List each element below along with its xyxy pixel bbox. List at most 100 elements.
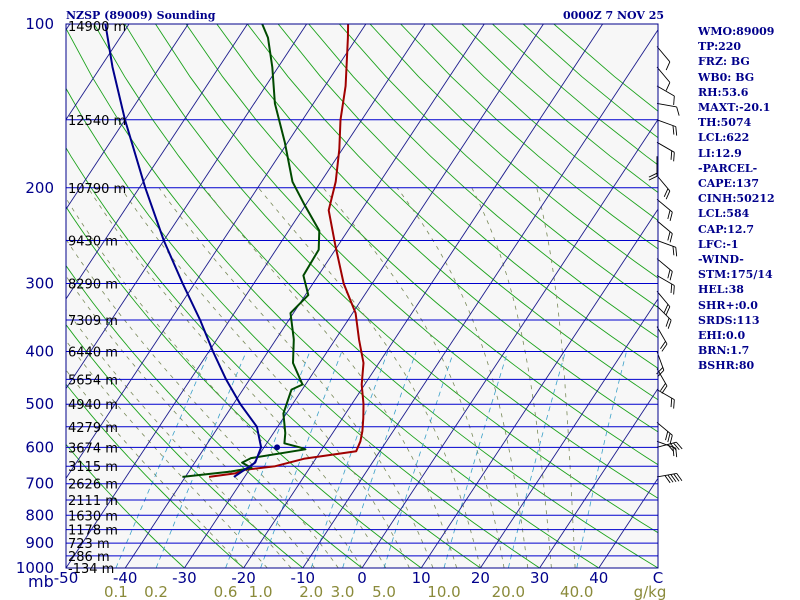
index-line: WMO:89009 xyxy=(698,25,775,38)
index-line: STM:175/14 xyxy=(698,268,773,282)
mixing-ratio-label: 2.0 xyxy=(299,583,323,600)
station-title: NZSP (89009) Sounding xyxy=(66,9,216,22)
parcel-level-marker xyxy=(274,444,281,451)
height-label: 7309 m xyxy=(68,314,118,329)
height-label: 3674 m xyxy=(68,441,118,456)
wind-barb xyxy=(656,258,673,281)
parcel-line xyxy=(104,24,263,478)
height-label: 286 m xyxy=(68,550,110,565)
wind-barb xyxy=(656,46,671,71)
height-label: 10790 m xyxy=(68,182,126,197)
wind-barb xyxy=(656,441,683,452)
wind-barb xyxy=(656,326,668,352)
wind-barb xyxy=(656,422,673,445)
wind-barb xyxy=(656,198,673,221)
index-line: LFC:-1 xyxy=(698,237,739,251)
height-label: 12540 m xyxy=(68,114,126,129)
wind-barb xyxy=(656,472,683,484)
index-line: LI:12.9 xyxy=(698,146,742,160)
mixing-ratio-label: 0.2 xyxy=(144,583,168,600)
temperature-tick-label: 30 xyxy=(530,569,549,587)
index-line: RH:53.6 xyxy=(698,85,749,99)
pressure-tick-label: 200 xyxy=(25,179,54,197)
isotherm-line xyxy=(66,24,189,211)
wind-barb xyxy=(648,156,658,181)
isotherm-line xyxy=(302,29,658,568)
pressure-tick-label: 400 xyxy=(25,343,54,361)
height-label: 6440 m xyxy=(68,346,118,361)
wind-barb xyxy=(656,103,680,116)
wind-barb xyxy=(656,275,675,295)
pressure-tick-label: 300 xyxy=(25,275,54,293)
temperature-tick-label: 10 xyxy=(412,569,431,587)
temperature-tick-label: -50 xyxy=(54,569,79,587)
temperature-tick-label: C xyxy=(653,569,663,587)
wind-barb xyxy=(656,389,675,409)
isotherm-line xyxy=(420,208,658,568)
index-line: LCL:622 xyxy=(698,131,750,145)
index-line: LCL:584 xyxy=(698,207,750,221)
index-line: SRDS:113 xyxy=(698,313,760,327)
height-label: 3115 m xyxy=(68,460,118,475)
moist-adiabat-line xyxy=(87,187,387,568)
height-label: 2111 m xyxy=(68,494,118,509)
mixing-ratio-label: 3.0 xyxy=(331,583,355,600)
pressure-tick-label: 500 xyxy=(25,395,54,413)
temperature-line xyxy=(208,24,365,478)
height-label: -134 m xyxy=(68,562,114,577)
wind-barbs xyxy=(648,46,683,484)
index-line: MAXT:-20.1 xyxy=(698,101,771,115)
index-line: SHR+:0.0 xyxy=(698,298,758,312)
plot-frame xyxy=(65,23,659,569)
isotherm-line xyxy=(66,24,248,300)
isotherm-line xyxy=(361,118,658,568)
plot-background xyxy=(66,24,658,568)
isotherm-line xyxy=(243,24,604,568)
index-line: CINH:50212 xyxy=(698,192,775,206)
wind-barb xyxy=(656,119,678,136)
mixing-ratio-label: 5.0 xyxy=(372,583,396,600)
wind-barb xyxy=(656,66,671,91)
height-label: 8290 m xyxy=(68,278,118,293)
index-line: TP:220 xyxy=(698,40,742,54)
wind-barb xyxy=(656,291,671,316)
mixing-ratio-label: 40.0 xyxy=(560,583,593,600)
height-label: 723 m xyxy=(68,537,110,552)
height-label: 9430 m xyxy=(68,234,118,249)
mixing-ratio-label: 1.0 xyxy=(249,583,273,600)
grid-lines xyxy=(66,24,658,568)
pressure-tick-label: 900 xyxy=(25,534,54,552)
index-line: TH:5074 xyxy=(698,116,752,130)
height-label: 4279 m xyxy=(68,421,118,436)
moist-adiabat-line xyxy=(471,187,552,568)
pressure-tick-label: 100 xyxy=(25,15,54,33)
moist-adiabat-line xyxy=(120,187,410,568)
wind-barb xyxy=(656,141,675,162)
wind-barb xyxy=(656,85,675,105)
wind-barb xyxy=(656,220,673,243)
height-label: 14900 m xyxy=(68,20,126,35)
isotherm-line xyxy=(66,24,308,390)
isotherm-line xyxy=(66,24,130,121)
isotherm-line xyxy=(539,387,658,568)
height-label: 4940 m xyxy=(68,398,118,413)
moist-adiabat-line xyxy=(66,238,339,568)
wind-barb xyxy=(656,305,672,329)
moist-adiabat-line xyxy=(66,275,315,568)
pressure-unit-label: mb xyxy=(28,572,54,591)
dewpoint-line xyxy=(182,24,321,478)
index-line: BRN:1.7 xyxy=(698,344,750,358)
mixing-ratio-label: 10.0 xyxy=(427,583,460,600)
isotherm-line xyxy=(66,24,367,480)
isotherm-line xyxy=(480,298,658,568)
pressure-tick-label: 1000 xyxy=(16,559,54,577)
temperature-tick-label: -40 xyxy=(113,569,138,587)
height-label: 1178 m xyxy=(68,524,118,539)
index-line: EHI:0.0 xyxy=(698,329,746,343)
isotherm-line xyxy=(66,24,426,568)
data-series xyxy=(104,24,365,478)
isotherm-line xyxy=(184,24,544,568)
wind-barb xyxy=(656,440,678,458)
index-line: -PARCEL- xyxy=(698,161,758,175)
